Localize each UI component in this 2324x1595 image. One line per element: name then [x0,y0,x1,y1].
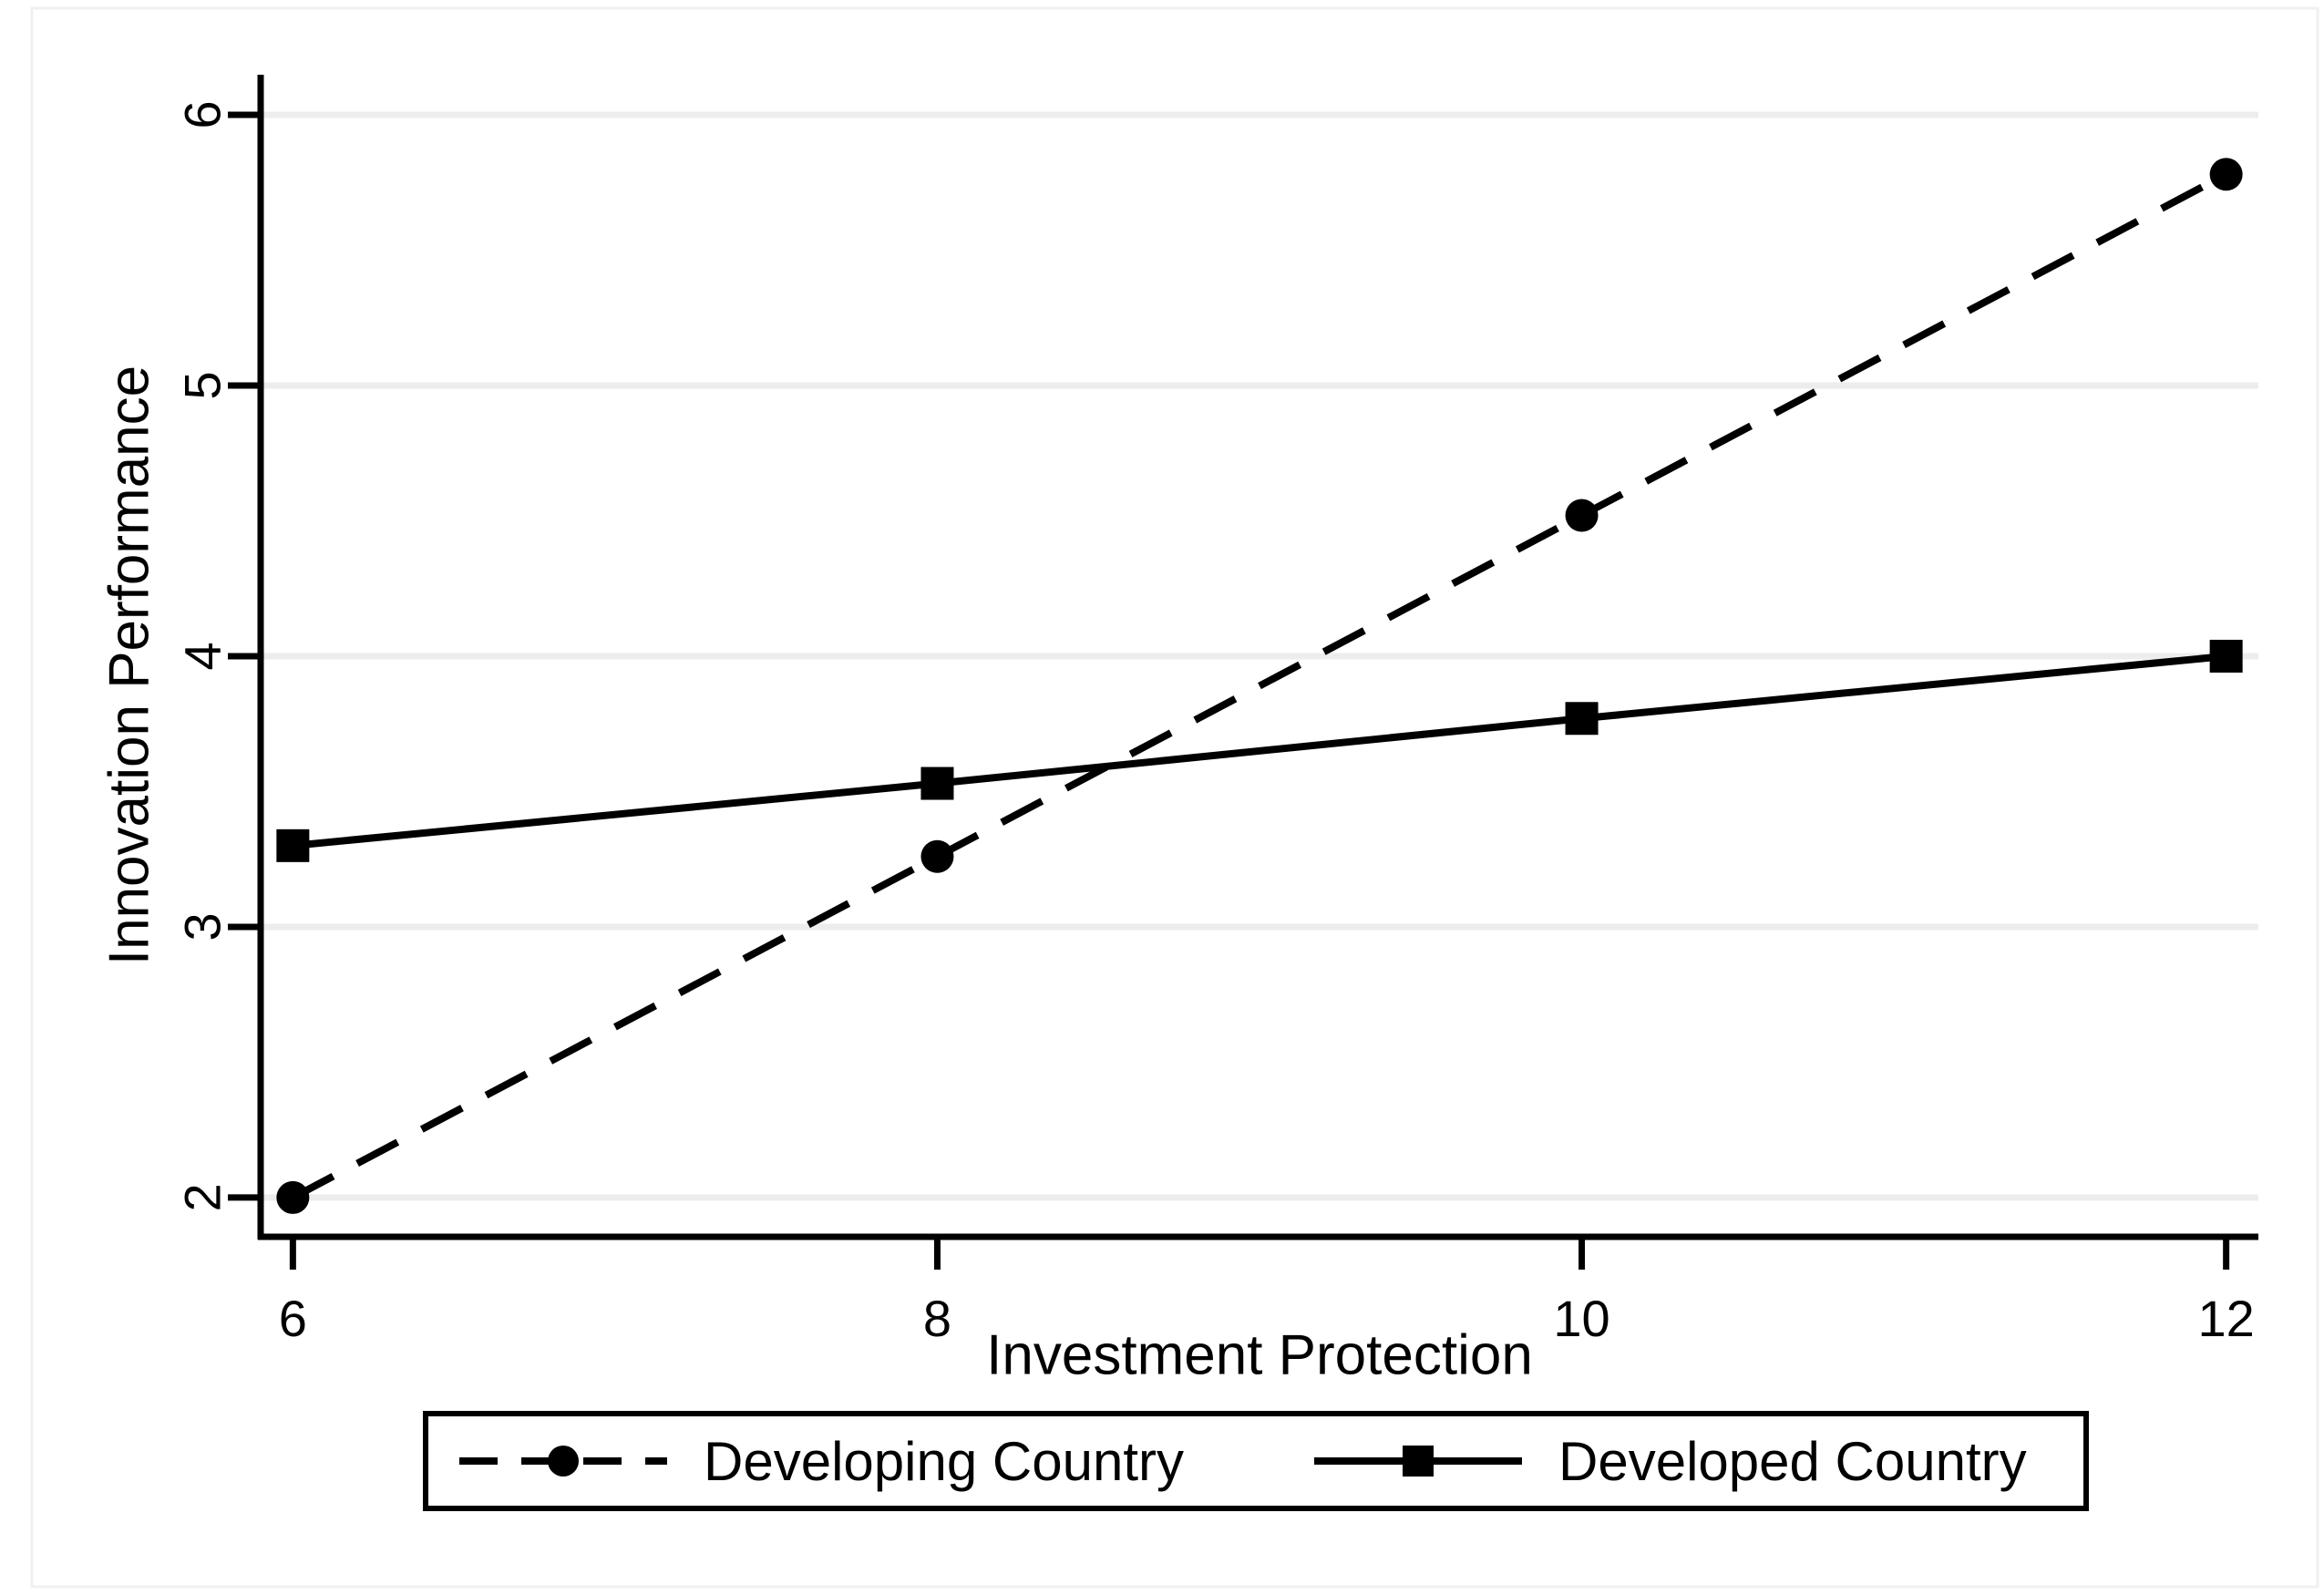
figure-border [30,6,2319,1589]
y-tick-label: 3 [174,912,231,941]
legend: Developing Country Developed Country [423,1411,2089,1511]
y-axis-title: Innovation Performance [98,365,161,966]
data-point-square-marker [1565,702,1599,736]
dashed-line-circle-marker-icon [459,1446,667,1477]
series-line-developing-country [291,170,2228,1201]
y-tick-label: 4 [174,642,231,670]
x-tick-label: 10 [1553,1290,1609,1347]
y-tick-label: 2 [174,1183,231,1211]
x-tick-label: 8 [923,1290,951,1347]
x-tick-label: 6 [279,1290,307,1347]
x-axis-title: Investment Protection [986,1323,1533,1387]
solid-line-square-marker-icon [1314,1446,1522,1477]
data-point-square-marker [276,828,310,862]
y-tick-label: 6 [174,100,231,129]
legend-entry-developing-country: Developing Country [456,1416,1184,1506]
data-point-circle-marker [276,1180,310,1214]
data-point-circle-marker [920,839,954,873]
x-tick-label: 12 [2197,1290,2254,1347]
y-tick-label: 5 [174,371,231,399]
legend-label: Developing Country [704,1430,1184,1492]
data-point-square-marker [920,767,954,800]
series-line-developed-country [292,652,2227,849]
legend-entry-developed-country: Developed Country [1311,1416,2027,1506]
data-point-circle-marker [2209,158,2243,191]
legend-label: Developed Country [1558,1430,2027,1492]
data-point-square-marker [2209,639,2243,673]
data-point-circle-marker [1565,499,1599,532]
